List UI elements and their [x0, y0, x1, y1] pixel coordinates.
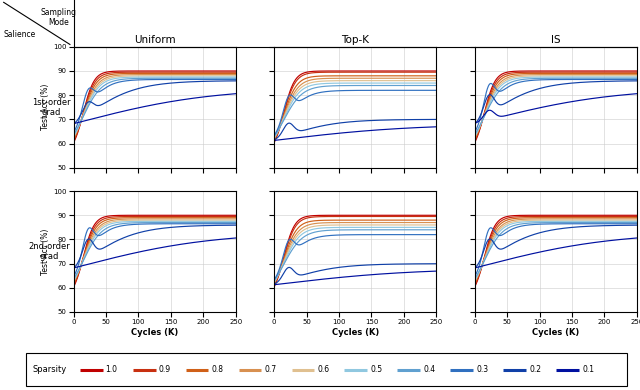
X-axis label: Cycles (K): Cycles (K): [532, 328, 579, 337]
Text: 0.8: 0.8: [211, 365, 223, 374]
Text: 0.9: 0.9: [159, 365, 171, 374]
Text: Mode: Mode: [48, 18, 68, 27]
Text: 0.6: 0.6: [317, 365, 330, 374]
Text: 2nd-order
grad: 2nd-order grad: [29, 242, 70, 261]
Text: 0.7: 0.7: [264, 365, 276, 374]
Text: 1st-order
grad: 1st-order grad: [32, 98, 70, 117]
X-axis label: Cycles (K): Cycles (K): [131, 328, 179, 337]
Y-axis label: Test Acc (%): Test Acc (%): [42, 84, 51, 130]
Text: 1.0: 1.0: [106, 365, 118, 374]
Text: 0.4: 0.4: [423, 365, 435, 374]
Y-axis label: Test Acc (%): Test Acc (%): [42, 229, 51, 275]
Text: 0.1: 0.1: [582, 365, 594, 374]
Title: Top-K: Top-K: [341, 35, 369, 44]
Text: Salience: Salience: [4, 30, 36, 39]
Title: IS: IS: [551, 35, 561, 44]
Text: 0.3: 0.3: [476, 365, 488, 374]
Text: Sampling: Sampling: [40, 9, 77, 18]
Text: Sparsity: Sparsity: [33, 365, 67, 374]
Text: 0.5: 0.5: [371, 365, 383, 374]
X-axis label: Cycles (K): Cycles (K): [332, 328, 379, 337]
Text: 0.2: 0.2: [529, 365, 541, 374]
Title: Uniform: Uniform: [134, 35, 175, 44]
